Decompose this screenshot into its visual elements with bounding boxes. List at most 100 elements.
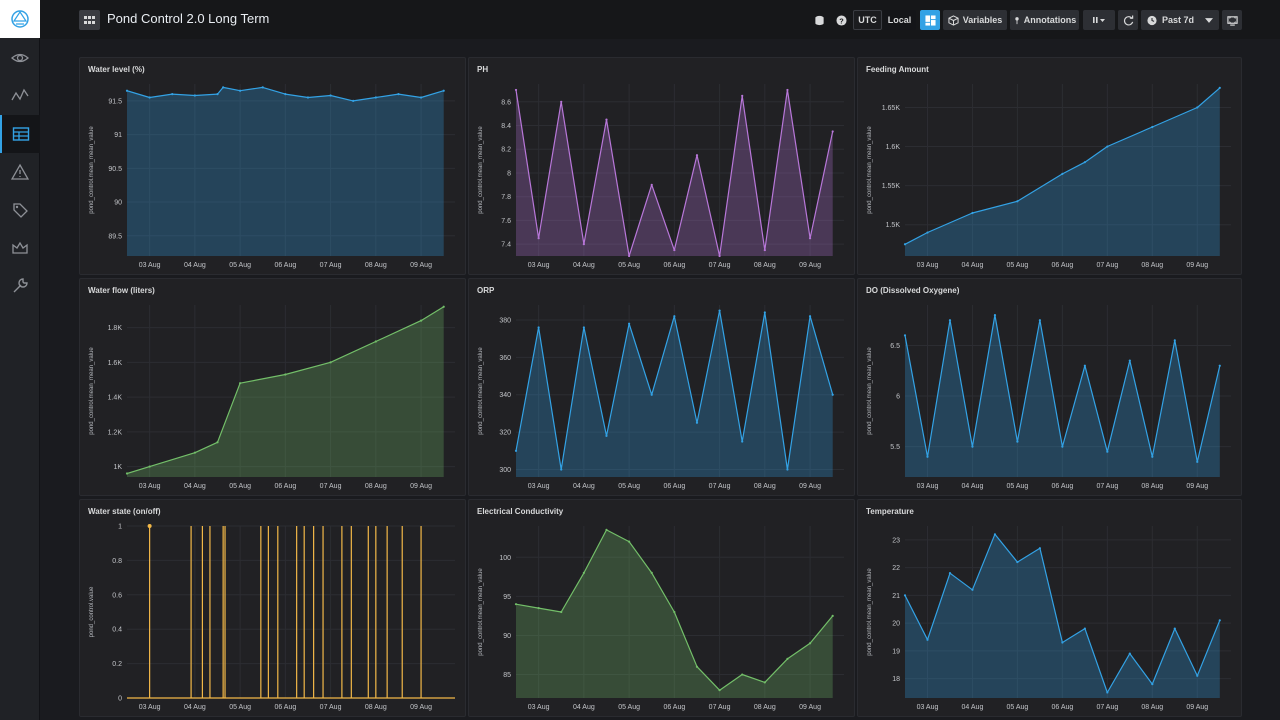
kiosk-mode-button[interactable] (1222, 10, 1242, 30)
refresh-button[interactable] (1118, 10, 1138, 30)
panel-1[interactable]: Water level (%) 89.5 90 90.5 91 91.5 03 Aug 04 … (79, 57, 466, 275)
series-point (903, 243, 907, 246)
time-range-label: Past 7d (1162, 15, 1195, 25)
dashboard-icon[interactable] (0, 115, 40, 153)
series-point (971, 445, 974, 448)
chart-svg: 300 320 340 360 380 03 Aug 04 Aug 05 Aug 06 Aug 0… (478, 305, 844, 490)
series-line (904, 87, 1221, 245)
x-tick-label: 03 Aug (139, 704, 161, 711)
y-tick-label: 0.8 (112, 558, 122, 565)
series-point (786, 468, 789, 471)
series-point (514, 88, 518, 92)
series-point (673, 248, 676, 252)
y-tick-label: 8.6 (501, 99, 511, 106)
panel-title[interactable]: Electrical Conductivity (477, 507, 564, 516)
panel-title[interactable]: Water flow (liters) (88, 286, 155, 295)
panel-title[interactable]: PH (477, 65, 489, 74)
series-point (216, 93, 219, 96)
series-point (171, 93, 174, 96)
series-point (419, 96, 423, 99)
y-tick-label: 0 (118, 696, 122, 703)
series-point (374, 96, 377, 99)
annotations-button[interactable]: Annotations (1010, 10, 1079, 30)
series-point (419, 319, 423, 322)
y-tick-label: 100 (499, 555, 511, 562)
series-line (126, 306, 445, 475)
series-point (1151, 125, 1154, 129)
series-area (905, 315, 1220, 477)
panel-title[interactable]: Feeding Amount (866, 65, 929, 74)
pulse-icon[interactable] (0, 77, 40, 115)
y-axis-label: pond_control.mean_mean_value (867, 347, 873, 435)
x-tick-label: 04 Aug (573, 262, 595, 269)
chevron-down-icon (1205, 17, 1213, 23)
panel-title[interactable]: ORP (477, 286, 495, 295)
utc-toggle[interactable]: UTC (853, 10, 882, 30)
panel-title[interactable]: Water state (on/off) (88, 507, 161, 516)
series-point (560, 468, 563, 471)
x-tick-label: 08 Aug (365, 483, 387, 490)
tags-icon[interactable] (0, 191, 40, 229)
panel-3[interactable]: Feeding Amount 1.5K 1.55K 1.6K 1.65K 03 Aug 04… (857, 57, 1242, 275)
y-tick-label: 7.6 (501, 218, 511, 225)
x-tick-label: 09 Aug (410, 483, 432, 490)
help-icon: ? (835, 14, 847, 26)
x-tick-label: 05 Aug (229, 483, 251, 490)
panel-6[interactable]: DO (Dissolved Oxygene) 5.5 6 6.5 03 Aug 04 Au… (857, 278, 1242, 496)
x-tick-label: 06 Aug (663, 262, 685, 269)
x-tick-label: 05 Aug (1007, 704, 1029, 711)
y-tick-label: 1.8K (108, 325, 123, 332)
database-button[interactable] (812, 10, 826, 30)
panel-8[interactable]: Electrical Conductivity 85 90 95 100 03 Aug 04… (468, 499, 855, 717)
y-axis-label: pond_control.mean_mean_value (478, 347, 484, 435)
series-point (763, 248, 766, 252)
series-point (1061, 641, 1064, 644)
x-tick-label: 05 Aug (618, 262, 640, 269)
variables-button[interactable]: Variables (943, 10, 1007, 30)
series-point (374, 340, 377, 343)
local-toggle[interactable]: Local (883, 10, 916, 30)
x-tick-label: 03 Aug (917, 704, 939, 711)
dashboard-menu-button[interactable] (79, 10, 100, 30)
series-point (808, 642, 812, 645)
x-tick-label: 07 Aug (1096, 704, 1118, 711)
panel-title[interactable]: DO (Dissolved Oxygene) (866, 286, 960, 295)
logo-icon[interactable] (0, 0, 40, 38)
time-range-picker[interactable]: Past 7d (1141, 10, 1219, 30)
y-tick-label: 0.2 (112, 661, 122, 668)
y-tick-label: 7.8 (501, 194, 511, 201)
alert-icon[interactable] (0, 153, 40, 191)
panel-title[interactable]: Water level (%) (88, 65, 145, 74)
series-point (808, 315, 812, 318)
panel-9[interactable]: Temperature 18 19 20 21 22 23 03 Aug 04 Aug 05 Au… (857, 499, 1242, 717)
series-point (514, 603, 518, 606)
series-point (1083, 627, 1086, 630)
x-tick-label: 05 Aug (618, 483, 640, 490)
series-point (993, 533, 997, 536)
series-point (628, 254, 631, 258)
pause-dropdown[interactable] (1083, 10, 1115, 30)
x-tick-label: 04 Aug (573, 704, 595, 711)
series-point (718, 309, 721, 312)
wrench-icon[interactable] (0, 267, 40, 305)
dashboard-switch-button[interactable] (920, 10, 940, 30)
panel-5[interactable]: ORP 300 320 340 360 380 03 Aug 04 Aug 05 Aug 06 A… (468, 278, 855, 496)
y-tick-label: 320 (499, 430, 511, 437)
eye-icon[interactable] (0, 39, 40, 77)
series-point (306, 96, 310, 99)
series-point (971, 588, 974, 591)
panel-2[interactable]: PH 7.4 7.6 7.8 8 8.2 8.4 8.6 03 Aug 04 Aug 05 Aug 0… (468, 57, 855, 275)
y-tick-label: 95 (503, 594, 511, 601)
x-tick-label: 06 Aug (1051, 704, 1073, 711)
series-point (650, 393, 653, 396)
series-point (1196, 674, 1199, 677)
series-point (537, 606, 540, 610)
crown-icon[interactable] (0, 229, 40, 267)
help-button[interactable]: ? (834, 10, 848, 30)
panel-4[interactable]: Water flow (liters) 1K 1.2K 1.4K 1.6K 1.8K 03 … (79, 278, 466, 496)
panel-title[interactable]: Temperature (866, 507, 914, 516)
series-point (1083, 364, 1086, 367)
panel-7[interactable]: Water state (on/off) 0 0.2 0.4 0.6 0.8 1 03 Aug… (79, 499, 466, 717)
y-tick-label: 8.2 (501, 147, 511, 154)
series-point (808, 237, 812, 240)
